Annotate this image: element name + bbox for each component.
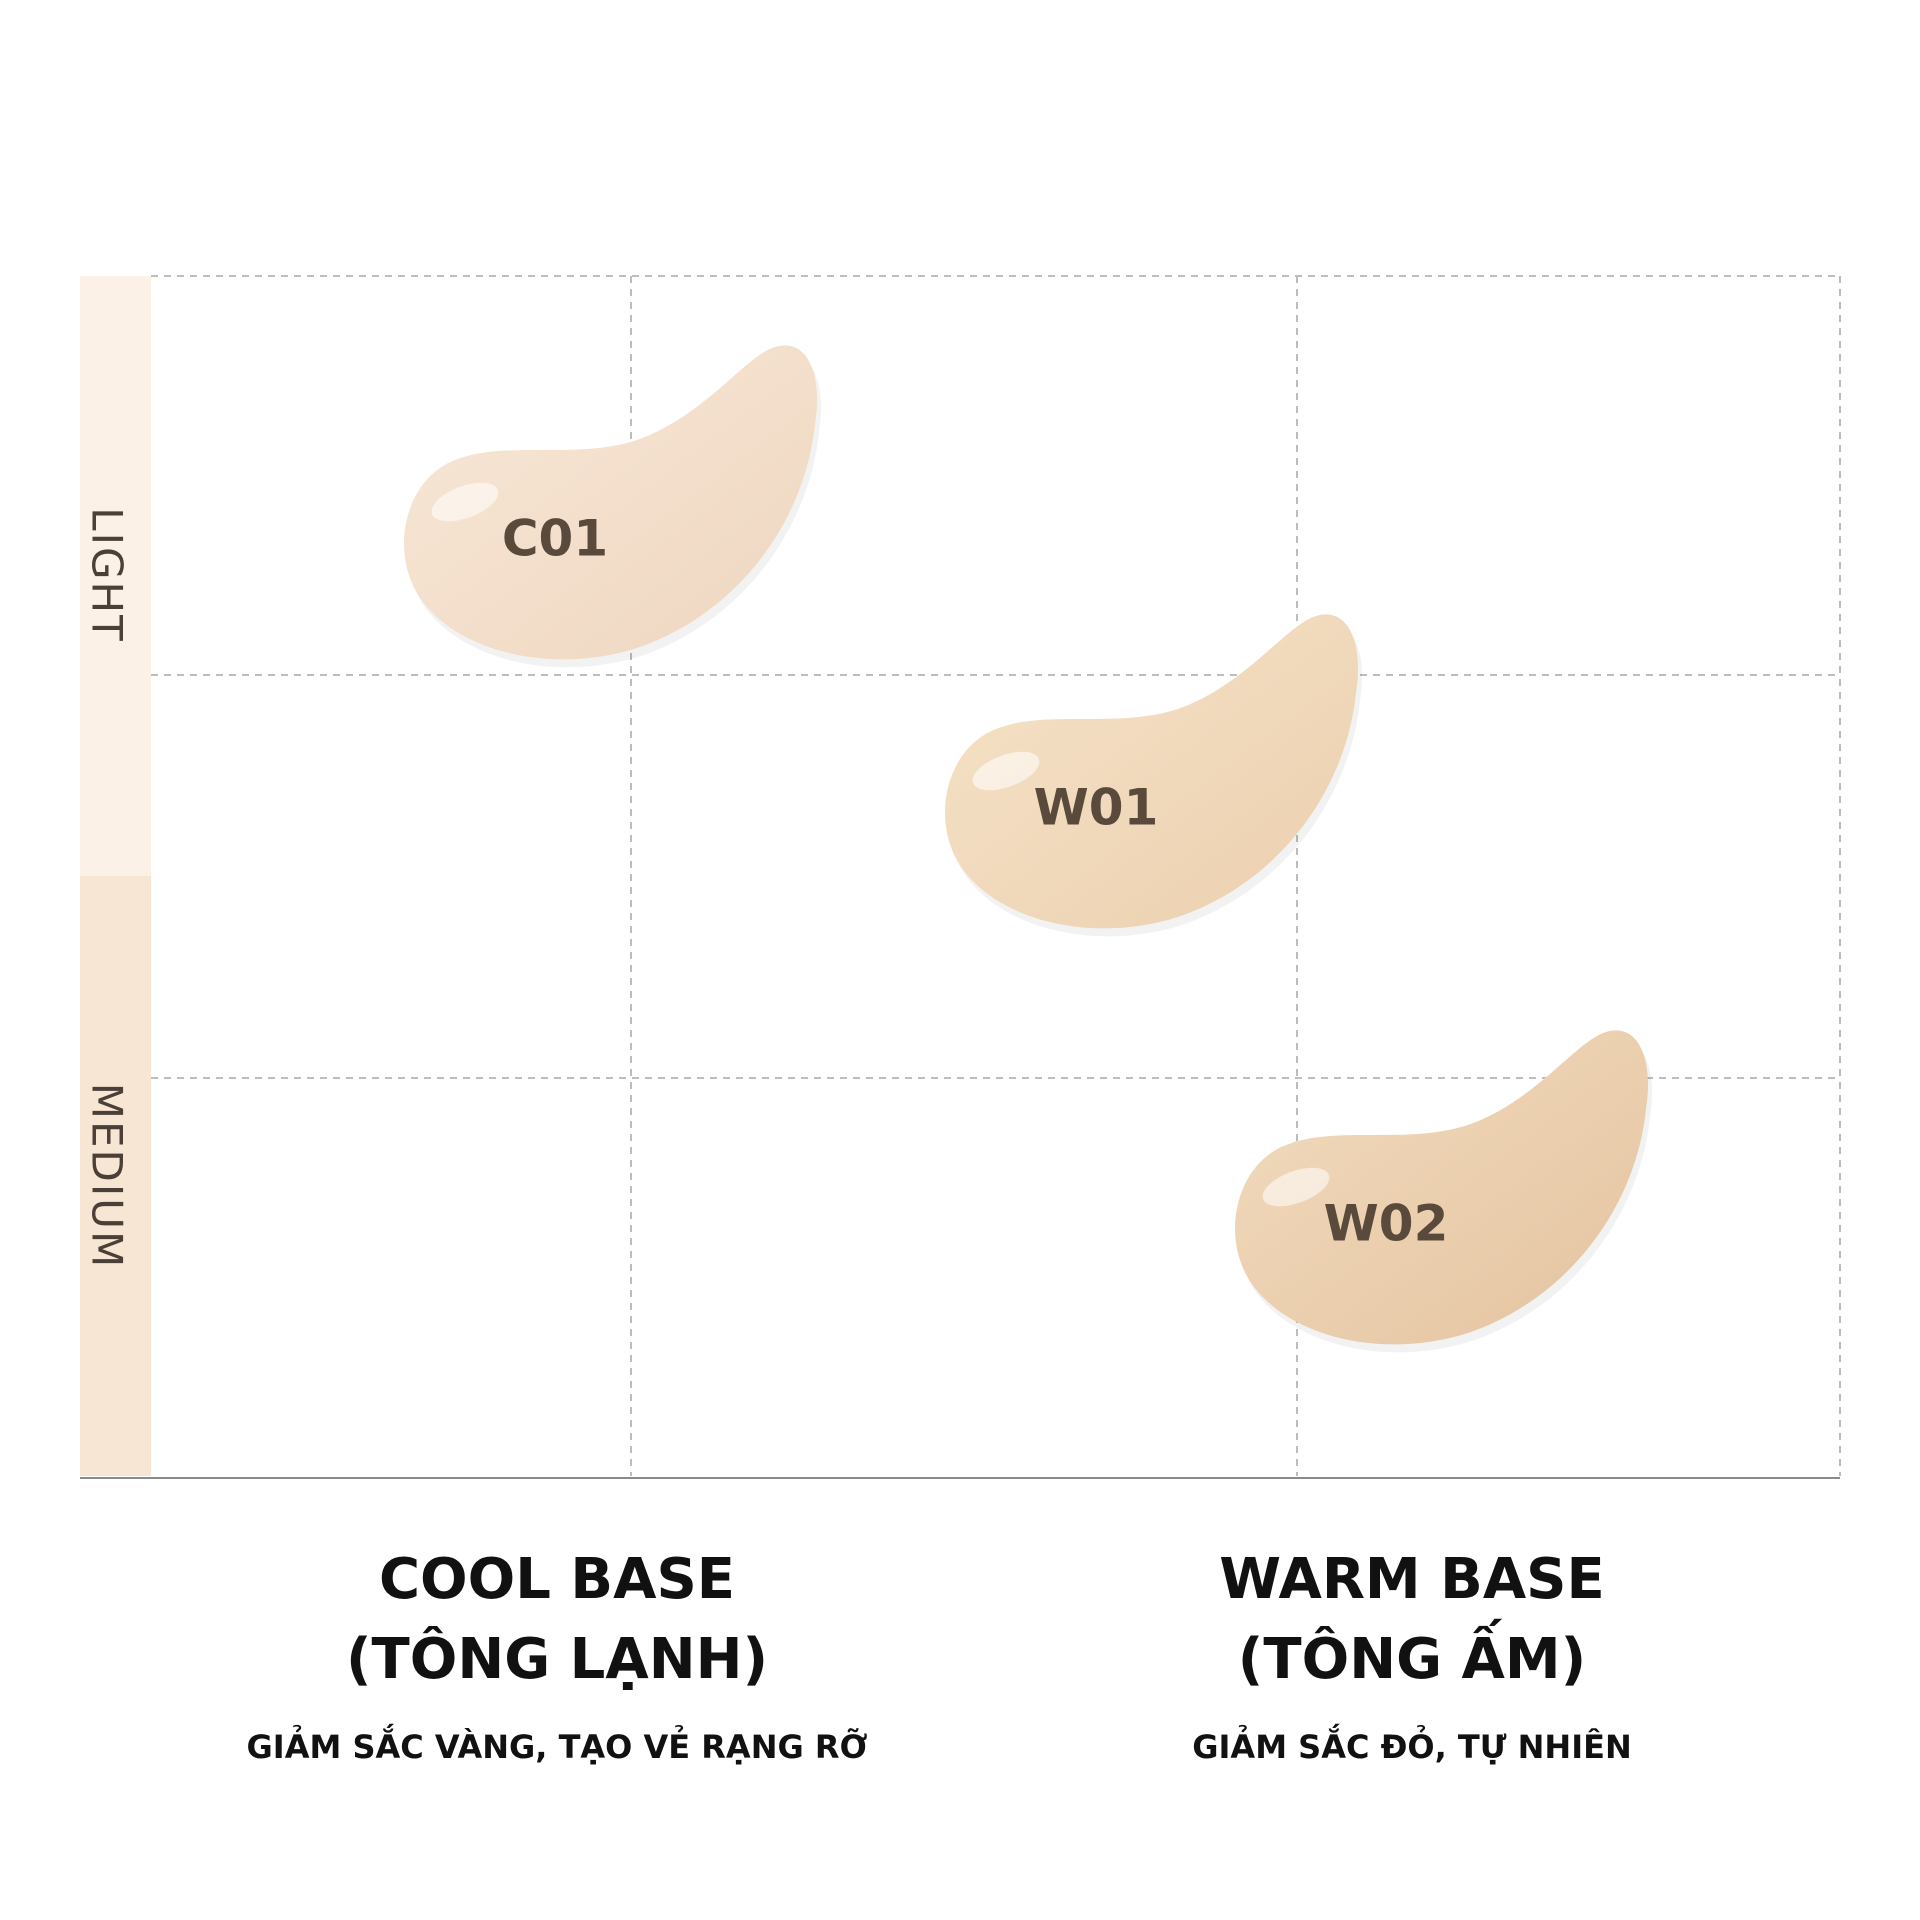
swatch-label: C01	[502, 510, 608, 568]
column-title: WARM BASE	[1219, 1547, 1605, 1612]
swatches: C01 W01 W02	[404, 345, 1653, 1353]
swatch-blob	[945, 614, 1359, 929]
column-title: (TÔNG ẤM)	[1238, 1620, 1586, 1692]
column-subtitle: GIẢM SẮC VÀNG, TẠO VẺ RẠNG RỠ	[247, 1724, 868, 1766]
light-band	[80, 276, 151, 876]
swatch: W02	[1235, 1030, 1653, 1353]
axis-label: LIGHT	[83, 507, 132, 643]
swatch-label: W01	[1034, 779, 1159, 837]
swatch: W01	[945, 614, 1363, 937]
column-title: COOL BASE	[379, 1547, 735, 1612]
swatch-blob	[1235, 1030, 1649, 1345]
columns: COOL BASE (TÔNG LẠNH) GIẢM SẮC VÀNG, TẠO V…	[247, 1547, 1632, 1766]
swatch-blob	[404, 345, 818, 660]
swatch-highlight	[431, 482, 499, 522]
axis-label: MEDIUM	[83, 1083, 132, 1269]
column-subtitle: GIẢM SẮC ĐỎ, TỰ NHIÊN	[1192, 1724, 1631, 1766]
medium-band	[80, 876, 151, 1476]
column-title: (TÔNG LẠNH)	[346, 1627, 768, 1692]
swatch-highlight	[1262, 1167, 1330, 1207]
swatch: C01	[404, 345, 822, 668]
swatch-highlight	[972, 751, 1040, 791]
swatch-label: W02	[1324, 1195, 1449, 1253]
